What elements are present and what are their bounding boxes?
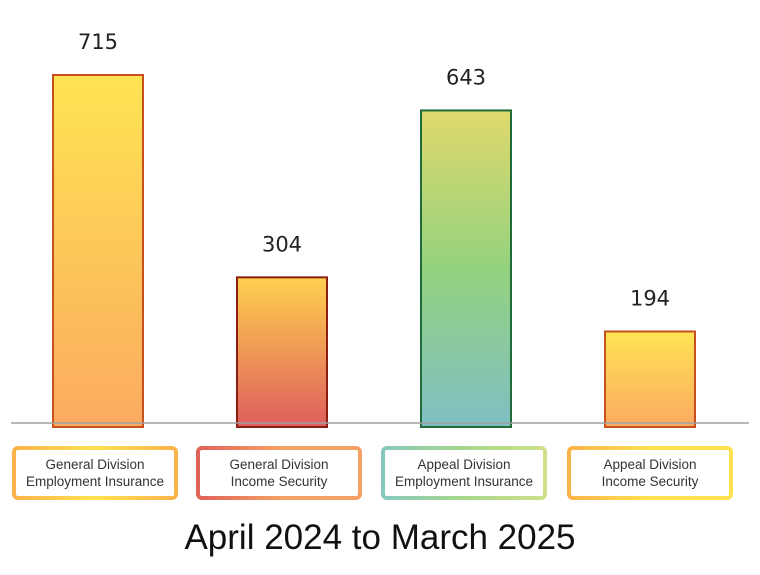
- category-label-general-is: General Division Income Security: [196, 446, 362, 500]
- chart-caption: April 2024 to March 2025: [184, 518, 576, 557]
- category-label-appeal-ei: Appeal Division Employment Insurance: [381, 446, 547, 500]
- category-label-line: General Division: [45, 457, 145, 472]
- category-label-line: Employment Insurance: [25, 474, 165, 489]
- category-label-general-ei: General Division Employment Insurance: [12, 446, 178, 500]
- bar-1: [52, 74, 144, 428]
- value-label-1: 715: [78, 30, 118, 54]
- value-label-2: 304: [262, 232, 302, 256]
- bar-3: [420, 109, 512, 428]
- category-label-appeal-is: Appeal Division Income Security: [567, 446, 733, 500]
- category-label-line: Income Security: [230, 474, 328, 489]
- category-label-line: Income Security: [601, 474, 699, 489]
- category-label-line: Employment Insurance: [394, 474, 534, 489]
- category-label-line: General Division: [229, 457, 329, 472]
- bar-4: [604, 330, 696, 428]
- bar-2: [236, 276, 328, 429]
- bar-chart: 715 304 643 194: [11, 30, 749, 429]
- category-label-line: Appeal Division: [417, 457, 511, 472]
- value-label-3: 643: [446, 65, 486, 89]
- category-label-line: Appeal Division: [603, 457, 697, 472]
- value-label-4: 194: [630, 286, 670, 310]
